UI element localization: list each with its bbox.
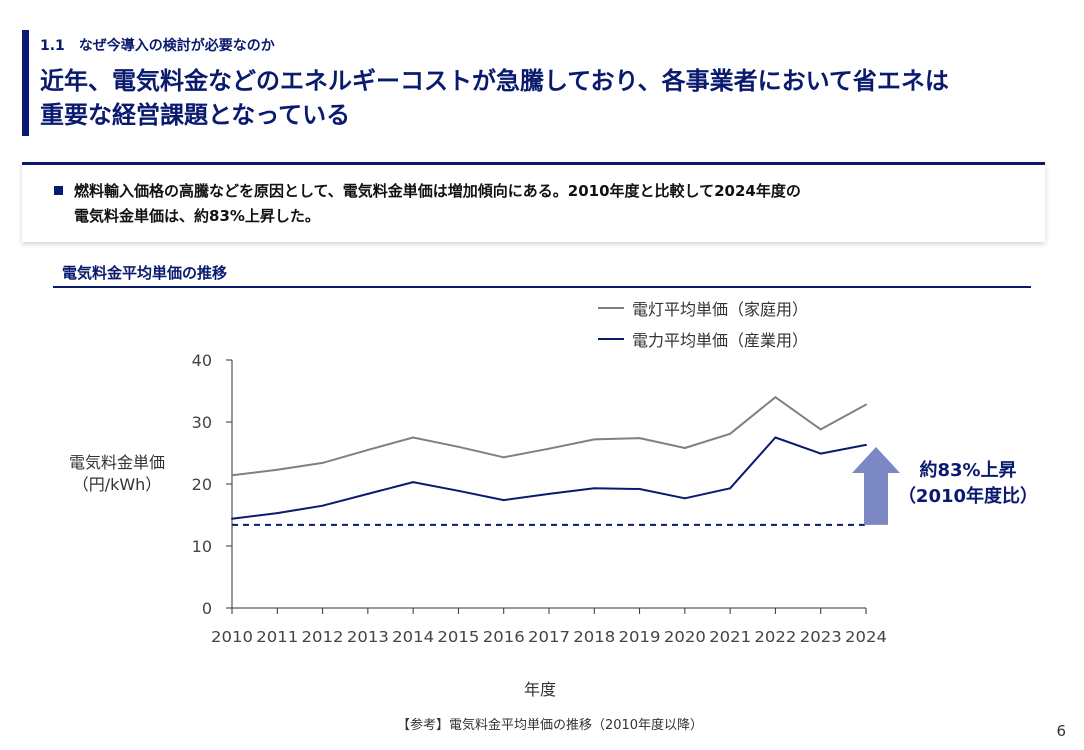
data-point-industrial bbox=[729, 487, 732, 490]
data-point-household bbox=[321, 461, 324, 464]
y-tick-label: 10 bbox=[192, 537, 212, 556]
data-point-household bbox=[231, 474, 233, 477]
summary-box: 燃料輸入価格の高騰などを原因として、電気料金単価は増加傾向にある。2010年度と… bbox=[22, 162, 1045, 242]
legend-label-industrial: 電力平均単価（産業用） bbox=[632, 331, 809, 350]
x-tick-label: 2020 bbox=[664, 628, 706, 646]
series-line-household bbox=[231, 396, 867, 477]
section-number: 1.1 bbox=[40, 38, 65, 54]
data-point-industrial bbox=[819, 452, 822, 455]
legend-swatch-household bbox=[598, 307, 624, 309]
data-point-household bbox=[729, 432, 732, 435]
data-point-industrial bbox=[683, 497, 686, 500]
data-point-household bbox=[276, 468, 279, 471]
chart-heading: 電気料金平均単価の推移 bbox=[62, 264, 228, 282]
x-tick-label: 2011 bbox=[256, 628, 298, 646]
data-point-industrial bbox=[502, 499, 505, 502]
data-point-household bbox=[819, 428, 822, 431]
x-tick-label: 2024 bbox=[845, 628, 887, 646]
data-point-household bbox=[865, 403, 867, 406]
headline-line-1: 近年、電気料金などのエネルギーコストが急騰しており、各事業者において省エネは bbox=[40, 67, 949, 95]
data-point-household bbox=[774, 396, 777, 399]
bullet-square-icon bbox=[54, 186, 63, 195]
summary-line-1: 燃料輸入価格の高騰などを原因として、電気料金単価は増加傾向にある。2010年度と… bbox=[74, 182, 801, 200]
data-point-household bbox=[638, 437, 641, 440]
data-point-industrial bbox=[412, 481, 415, 484]
y-tick-label: 30 bbox=[192, 413, 212, 432]
data-point-household bbox=[593, 438, 596, 441]
page-number: 6 bbox=[1056, 722, 1066, 740]
summary-text: 燃料輸入価格の高騰などを原因として、電気料金単価は増加傾向にある。2010年度と… bbox=[74, 179, 1024, 229]
x-tick-label: 2018 bbox=[573, 628, 615, 646]
x-axis-label: 年度 bbox=[523, 680, 556, 699]
x-tick-label: 2022 bbox=[754, 628, 796, 646]
data-point-household bbox=[502, 456, 505, 459]
data-point-household bbox=[457, 445, 460, 448]
data-point-household bbox=[366, 448, 369, 451]
summary-line-2: 電気料金単価は、約83%上昇した。 bbox=[74, 207, 320, 225]
x-tick-label: 2015 bbox=[437, 628, 479, 646]
source-caption: 【参考】電気料金平均単価の推移（2010年度以降） bbox=[396, 718, 704, 733]
data-point-household bbox=[683, 447, 686, 450]
data-point-industrial bbox=[865, 443, 867, 446]
x-tick-label: 2010 bbox=[211, 628, 253, 646]
y-tick-label: 0 bbox=[202, 599, 212, 618]
x-tick-label: 2014 bbox=[392, 628, 434, 646]
y-axis-label-line-2: （円/kWh） bbox=[72, 475, 162, 494]
data-point-industrial bbox=[457, 489, 460, 492]
title-accent-bar bbox=[22, 30, 29, 136]
legend-label-household: 電灯平均単価（家庭用） bbox=[632, 300, 809, 319]
data-point-industrial bbox=[276, 512, 279, 515]
data-point-industrial bbox=[774, 436, 777, 439]
x-tick-label: 2017 bbox=[528, 628, 570, 646]
x-tick-label: 2016 bbox=[483, 628, 525, 646]
data-point-industrial bbox=[593, 487, 596, 490]
x-tick-label: 2012 bbox=[302, 628, 344, 646]
x-tick-label: 2023 bbox=[800, 628, 842, 646]
y-tick-label: 20 bbox=[192, 475, 212, 494]
y-axis-label-line-1: 電気料金単価 bbox=[68, 453, 165, 472]
data-point-industrial bbox=[231, 517, 233, 520]
increase-annotation: 約83%上昇 （2010年度比） bbox=[888, 458, 1048, 510]
up-arrow-icon bbox=[852, 446, 900, 525]
x-tick-label: 2013 bbox=[347, 628, 389, 646]
section-label: 1.1 なぜ今導入の検討が必要なのか bbox=[40, 35, 275, 55]
data-point-household bbox=[412, 436, 415, 439]
data-point-industrial bbox=[366, 492, 369, 495]
legend-item-industrial: 電力平均単価（産業用） bbox=[598, 327, 808, 351]
annotation-line-1: 約83%上昇 bbox=[919, 460, 1017, 481]
chart-heading-rule bbox=[53, 286, 1031, 288]
legend-swatch-industrial bbox=[598, 338, 624, 340]
x-tick-label: 2019 bbox=[619, 628, 661, 646]
data-point-industrial bbox=[548, 492, 550, 495]
page-headline: 近年、電気料金などのエネルギーコストが急騰しており、各事業者において省エネは 重… bbox=[40, 64, 1040, 132]
headline-line-2: 重要な経営課題となっている bbox=[40, 101, 351, 129]
y-tick-label: 40 bbox=[192, 351, 212, 370]
data-point-industrial bbox=[321, 504, 324, 507]
x-tick-label: 2021 bbox=[709, 628, 751, 646]
y-axis-label: 電気料金単価 （円/kWh） bbox=[52, 452, 182, 496]
section-title: なぜ今導入の検討が必要なのか bbox=[78, 38, 275, 54]
annotation-line-2: （2010年度比） bbox=[897, 486, 1039, 507]
data-point-industrial bbox=[638, 487, 641, 490]
legend-item-household: 電灯平均単価（家庭用） bbox=[598, 296, 808, 320]
data-point-household bbox=[548, 447, 550, 450]
